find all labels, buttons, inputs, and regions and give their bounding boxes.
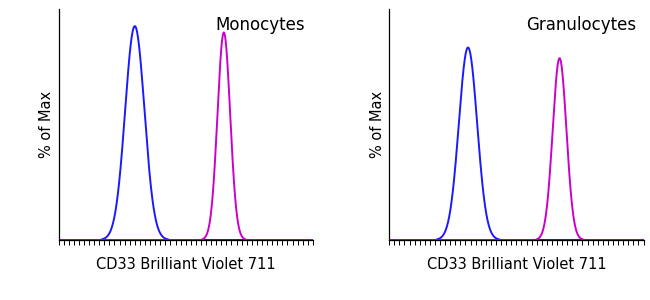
Text: Granulocytes: Granulocytes xyxy=(526,16,636,34)
X-axis label: CD33 Brilliant Violet 711: CD33 Brilliant Violet 711 xyxy=(426,257,606,272)
X-axis label: CD33 Brilliant Violet 711: CD33 Brilliant Violet 711 xyxy=(96,257,276,272)
Y-axis label: % of Max: % of Max xyxy=(370,91,385,158)
Y-axis label: % of Max: % of Max xyxy=(40,91,55,158)
Text: Monocytes: Monocytes xyxy=(216,16,306,34)
